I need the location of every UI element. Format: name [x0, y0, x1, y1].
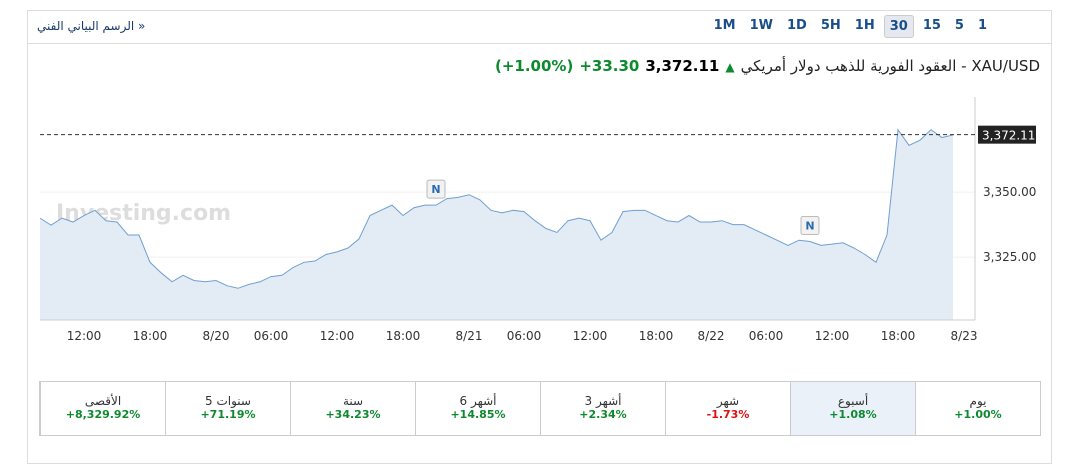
news-marker-label: N: [805, 220, 814, 233]
x-tick-label: 8/22: [698, 329, 725, 343]
performance-cell[interactable]: 3 أشهر +2.34%: [540, 382, 665, 435]
x-tick-label: 06:00: [254, 329, 289, 343]
performance-cell[interactable]: شهر -1.73%: [665, 382, 790, 435]
performance-table: يوم +1.00% أسبوع +1.08% شهر -1.73% 3 أشهر +2.34…: [39, 381, 1041, 436]
widget: [27, 10, 1052, 464]
performance-cell[interactable]: سنة +34.23%: [290, 382, 415, 435]
interval-button[interactable]: 30: [883, 15, 914, 38]
x-tick-label: 12:00: [573, 329, 608, 343]
price: 3,372.11: [645, 57, 720, 75]
y-tick-label: 3,325.00: [983, 250, 1036, 264]
period-label: سنة: [342, 394, 364, 408]
change-pct: (+1.00%): [495, 57, 574, 75]
interval-button[interactable]: 5: [954, 18, 964, 33]
period-label: 3 أشهر: [584, 394, 622, 408]
x-tick-label: 8/20: [203, 329, 230, 343]
interval-button[interactable]: 1: [977, 18, 987, 33]
x-tick-label: 06:00: [749, 329, 784, 343]
performance-cell[interactable]: الأقصى +8,329.92%: [40, 382, 165, 435]
performance-cell[interactable]: 5 سنوات +71.19%: [165, 382, 290, 435]
x-tick-label: 18:00: [133, 329, 168, 343]
interval-button[interactable]: 1W: [749, 18, 773, 33]
x-tick-label: 12:00: [815, 329, 850, 343]
period-change: +1.00%: [954, 408, 1002, 421]
interval-button[interactable]: 15: [922, 18, 941, 33]
link-arrow[interactable]: »: [138, 19, 146, 33]
interval-button[interactable]: 1D: [787, 18, 807, 33]
performance-cell[interactable]: يوم +1.00%: [915, 382, 1040, 435]
x-tick-label: 06:00: [507, 329, 542, 343]
period-label: الأقصى: [84, 394, 122, 408]
x-tick-label: 18:00: [386, 329, 421, 343]
instrument-title: XAU/USD - العقود الفورية للذهب دولار أمر…: [740, 57, 1040, 75]
x-tick-label: 12:00: [320, 329, 355, 343]
y-tick-label: 3,350.00: [983, 185, 1036, 199]
performance-cell[interactable]: أسبوع +1.08%: [790, 382, 915, 435]
period-label: 5 سنوات: [205, 394, 251, 408]
toolbar: الرسم البياني الفني » 1M 1W 1D 5H 1H 30 15 5 1: [27, 10, 1052, 44]
period-change: +1.08%: [829, 408, 877, 421]
x-tick-label: 12:00: [67, 329, 102, 343]
price-tag: [978, 125, 1036, 144]
change: +33.30: [579, 57, 640, 75]
news-marker-label: N: [431, 183, 440, 196]
period-change: -1.73%: [706, 408, 750, 421]
x-tick-label: 18:00: [881, 329, 916, 343]
period-change: +71.19%: [200, 408, 256, 421]
period-change: +2.34%: [579, 408, 627, 421]
news-marker[interactable]: [426, 179, 446, 199]
x-tick-label: 18:00: [639, 329, 674, 343]
area: [40, 129, 953, 320]
period-change: +34.23%: [325, 408, 381, 421]
interval-button[interactable]: 1M: [713, 18, 736, 33]
interval-button[interactable]: 1H: [854, 18, 875, 33]
period-label: 6 أشهر: [459, 394, 497, 408]
price-tag-label: 3,372.11: [982, 129, 1035, 143]
period-change: +14.85%: [450, 408, 506, 421]
period-label: أسبوع: [837, 394, 869, 408]
quote: XAU/USD - العقود الفورية للذهب دولار أمر…: [495, 57, 1040, 75]
performance-cell[interactable]: 6 أشهر +14.85%: [415, 382, 540, 435]
link-text[interactable]: الرسم البياني الفني: [37, 19, 135, 33]
news-marker[interactable]: [800, 216, 820, 236]
period-label: يوم: [969, 394, 987, 408]
x-tick-label: 8/23: [951, 329, 978, 343]
period-label: شهر: [716, 394, 740, 408]
technical-link[interactable]: الرسم البياني الفني »: [37, 19, 145, 33]
line: [39, 128, 954, 289]
interval-button[interactable]: 5H: [820, 18, 841, 33]
intervals: 1M 1W 1D 5H 1H 30 15 5 1: [709, 15, 992, 38]
period-change: +8,329.92%: [65, 408, 141, 421]
x-tick-label: 8/21: [456, 329, 483, 343]
up-arrow: ▲: [725, 60, 735, 74]
